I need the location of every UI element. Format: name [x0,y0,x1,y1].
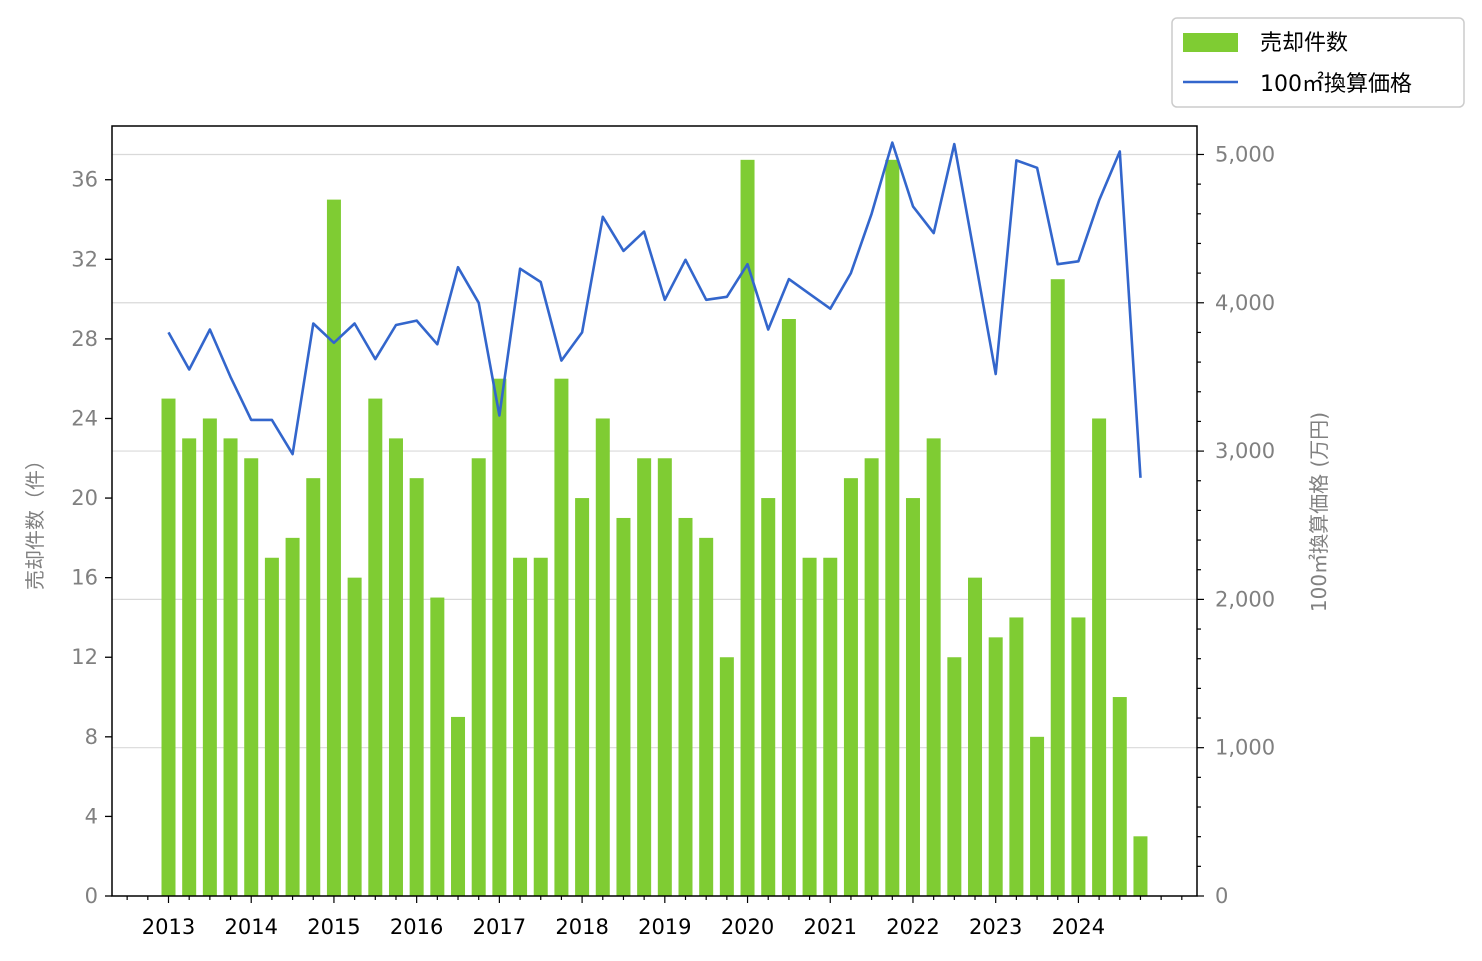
bar [719,657,734,896]
bar [1050,279,1065,897]
bar [1112,697,1127,896]
y2-tick-label: 3,000 [1215,439,1275,463]
bar [388,438,403,896]
bar [182,438,197,896]
bar [244,458,259,896]
y2-tick-label: 4,000 [1215,291,1275,315]
y-tick-label: 28 [71,327,98,351]
bar [823,557,838,896]
x-axis: 2013 2014 2015 2016 2017 2018 2019 2020 2021 2022… [126,896,1183,939]
y2-tick-label: 2,000 [1215,587,1275,611]
bar [1009,617,1024,896]
bar [161,398,176,896]
bar [492,378,507,896]
legend-label-line: 100㎡換算価格 [1260,71,1412,97]
y-tick-label: 32 [71,247,98,271]
bar [761,498,776,896]
legend: 売却件数 100㎡換算価格 [1171,17,1465,108]
bar [781,318,796,896]
bar [368,398,383,896]
y-tick-label: 16 [71,566,98,590]
bar [430,597,445,896]
x-tick-label: 2020 [721,915,774,939]
bar [678,517,693,896]
bar [264,557,279,896]
bar [202,418,217,896]
bar [451,716,466,896]
x-tick-label: 2016 [390,915,443,939]
y2-tick-label: 0 [1215,884,1228,908]
legend-bar-swatch [1183,33,1238,52]
bar [1030,736,1045,896]
bar [1133,836,1148,896]
bar [699,537,714,896]
bar [885,159,900,897]
bar [575,498,590,896]
bar [637,458,652,896]
bar [926,438,941,896]
legend-label-bars: 売却件数 [1260,31,1348,56]
y-tick-label: 8 [85,725,98,749]
price-line [167,141,1142,478]
x-tick-label: 2014 [224,915,277,939]
bar [616,517,631,896]
left-y-axis-title: 売却件数（件） [23,450,47,590]
y-tick-label: 20 [71,486,98,510]
bar [947,657,962,896]
left-y-axis: 0 4 8 12 16 20 24 28 32 36 [71,168,112,908]
x-tick-label: 2015 [307,915,360,939]
bar [1071,617,1086,896]
bar [285,537,300,896]
bar [409,478,424,896]
bar [306,478,321,896]
right-y-axis-title: 100㎡換算価格 (万円) [1307,412,1331,612]
bar [968,577,983,896]
bar [223,438,238,896]
bar [533,557,548,896]
bar [471,458,486,896]
x-tick-label: 2022 [886,915,939,939]
y2-tick-label: 1,000 [1215,736,1275,760]
y-tick-label: 4 [85,804,98,828]
y-tick-label: 0 [85,884,98,908]
bar [326,199,341,897]
x-tick-label: 2023 [969,915,1022,939]
bar [1092,418,1107,896]
right-y-axis: 0 1,000 2,000 3,000 4,000 5,000 [1197,142,1275,908]
legend-frame [1171,17,1465,108]
y-tick-label: 36 [71,168,98,192]
bar [843,478,858,896]
bar [595,418,610,896]
line-series [167,141,1142,478]
y-tick-label: 24 [71,406,98,430]
x-tick-label: 2021 [804,915,857,939]
y2-tick-label: 5,000 [1215,142,1275,166]
bar [657,458,672,896]
x-tick-label: 2019 [638,915,691,939]
bar [513,557,528,896]
bar [905,498,920,896]
x-tick-label: 2024 [1052,915,1105,939]
bar-series [161,159,1148,897]
x-tick-label: 2018 [555,915,608,939]
bar [347,577,362,896]
bar [554,378,569,896]
bar [802,557,817,896]
y-tick-label: 12 [71,645,98,669]
bar [864,458,879,896]
bar [740,159,755,897]
x-tick-label: 2013 [142,915,195,939]
x-tick-label: 2017 [473,915,526,939]
bar [988,637,1003,896]
